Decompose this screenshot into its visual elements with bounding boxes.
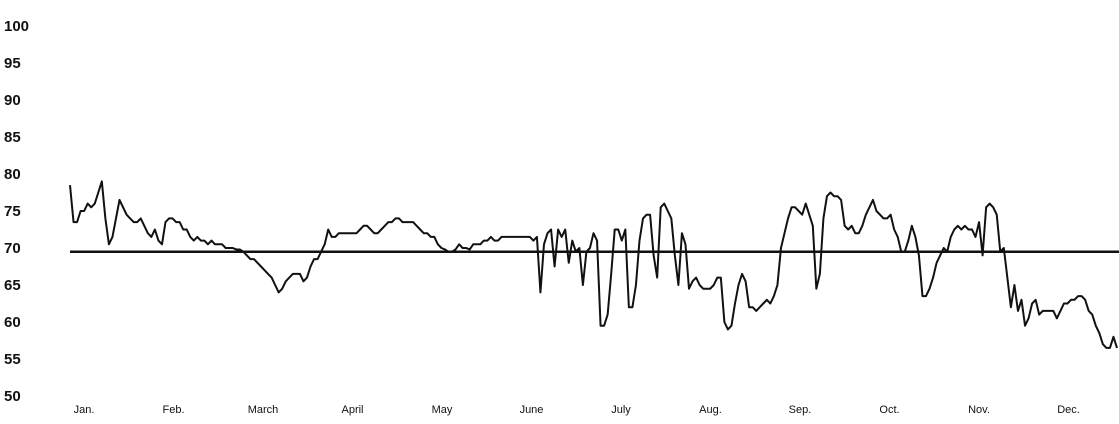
x-tick-label: March — [248, 404, 279, 416]
x-tick-label: July — [611, 404, 631, 416]
y-tick-label: 70 — [4, 240, 21, 257]
y-axis-ticks: 100 95 90 85 80 75 70 65 60 55 50 — [4, 18, 29, 405]
x-tick-label: Nov. — [968, 404, 990, 416]
y-tick-label: 90 — [4, 92, 21, 109]
x-tick-label: Jan. — [74, 404, 95, 416]
y-tick-label: 85 — [4, 129, 21, 146]
y-tick-label: 55 — [4, 351, 21, 368]
y-tick-label: 65 — [4, 277, 21, 294]
x-tick-label: May — [432, 404, 453, 416]
series-line — [70, 181, 1117, 348]
x-tick-label: Oct. — [879, 404, 899, 416]
y-tick-label: 60 — [4, 314, 21, 331]
x-axis-ticks: Jan. Feb. March April May June July Aug. Sep. Oct… — [74, 404, 1080, 416]
x-tick-label: June — [520, 404, 544, 416]
x-tick-label: April — [341, 404, 363, 416]
x-tick-label: Sep. — [789, 404, 812, 416]
x-tick-label: Feb. — [162, 404, 184, 416]
y-tick-label: 95 — [4, 55, 21, 72]
y-tick-label: 50 — [4, 388, 21, 405]
y-tick-label: 75 — [4, 203, 21, 220]
x-tick-label: Dec. — [1057, 404, 1080, 416]
x-tick-label: Aug. — [699, 404, 722, 416]
y-tick-label: 100 — [4, 18, 29, 35]
y-tick-label: 80 — [4, 166, 21, 183]
